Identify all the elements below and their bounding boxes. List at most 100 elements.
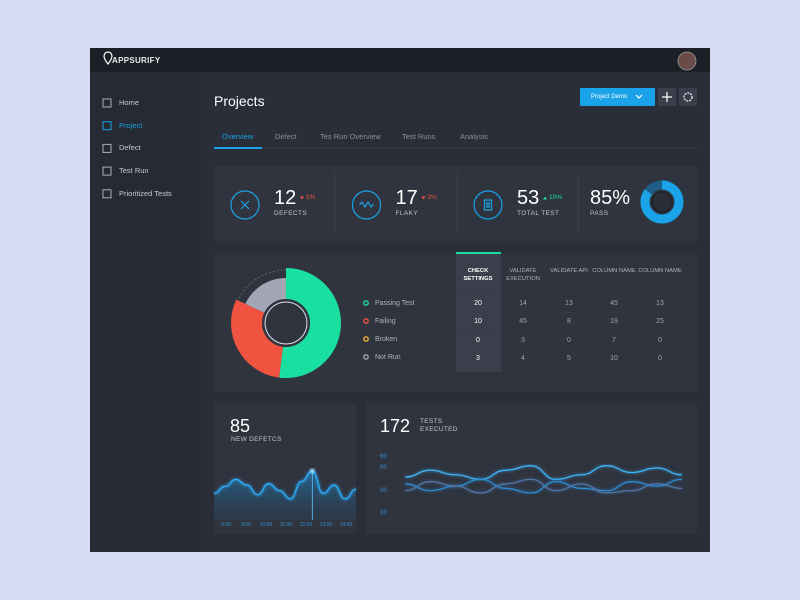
y-tick-label: 50 [380,465,387,471]
top-bar [90,48,710,72]
table-cell: 3 [521,336,525,344]
trend-arrow [543,196,547,200]
legend-dot [363,354,369,360]
tab[interactable]: Analysis [460,132,488,141]
nav-item[interactable]: Prioritized Tests [119,188,172,198]
project-button-label[interactable]: Project Demo [591,93,628,100]
table-cell: 45 [610,299,618,307]
defects-line [213,470,357,500]
table-cell: 0 [567,336,571,344]
table-header: COLUMN NAME [638,268,682,274]
x-tick-label: 12:00 [299,522,313,528]
table-cell: 25 [656,318,664,325]
table-cell: 20 [474,299,482,307]
x-tick-label: 8:00 [221,522,231,528]
tab[interactable]: Overview [222,132,254,141]
peak-dot [309,468,315,474]
donut-slice [279,268,341,378]
highlight-column-top [456,252,501,254]
table-header: VALIDATE API [550,268,588,274]
legend-label: Failing [375,317,396,325]
legend-label: Passing Test [375,299,415,307]
table-cell: 19 [610,318,618,325]
donut-slice [245,278,286,313]
table-cell: 5 [567,355,571,362]
stat-change: 10% [549,193,563,201]
x-tick-label: 11:00 [279,522,293,528]
nav-icon [102,189,112,199]
avatar[interactable] [677,51,697,71]
table-cell: 0 [658,355,662,362]
stat-label: FLAKY [395,210,419,217]
page-title: Projects [214,93,265,109]
table-cell: 0 [476,336,480,344]
new-defects-value: 85 [230,416,251,436]
new-defects-label: NEW DEFETCS [231,436,282,443]
tests-value: 172 [380,416,411,436]
stat-label: TOTAL TEST [517,210,560,217]
gear-icon [683,92,693,102]
table-header: COLUMN NAME [592,268,636,274]
x-tick-label: 9:00 [241,522,251,528]
stat-icon-ring [473,190,503,220]
tab[interactable]: Tes Run Overview [320,132,381,141]
trend-arrow [300,196,304,200]
table-cell: 8 [567,318,571,325]
nav-item[interactable]: Project [119,120,143,130]
stat-icon [359,200,374,209]
table-cell: 3 [476,355,480,362]
legend-dot [363,300,369,306]
y-tick-label: 60 [380,453,387,460]
legend-dot [363,336,369,342]
stat-icon-ring [351,190,382,220]
legend-label: Not Run [375,353,401,361]
nav-icon [102,98,112,108]
series-line [404,478,683,494]
donut-slice [236,299,265,313]
nav-icon [102,166,112,176]
x-tick-label: 10:00 [259,522,273,528]
stat-value: 12 [274,187,297,209]
table-cell: 7 [612,336,616,344]
nav-icon [102,143,112,153]
stat-icon-ring [230,190,260,220]
donut-inner-ring [264,301,308,345]
table-cell: 14 [519,299,527,307]
table-cell: 10 [474,318,482,325]
table-cell: 13 [565,299,573,307]
table-cell: 4 [521,355,525,362]
nav-item[interactable]: Home [119,98,140,107]
settings-button[interactable] [679,88,697,106]
project-button[interactable] [580,88,655,106]
nav-item[interactable]: Defect [119,143,141,153]
plus-icon [662,92,672,102]
tests-label: TESTS EXECUTED [420,418,458,433]
table-cell: 13 [656,299,664,307]
legend-label: Broken [375,335,398,343]
nav-icon [102,121,112,131]
legend-dot [363,318,369,324]
stat-change: 2% [427,193,437,201]
pass-label: PASS [590,210,609,217]
table-header: VALIDATE EXECUTION [506,268,540,282]
stats-card [214,166,697,241]
stat-value: 17 [395,187,418,209]
nav-item[interactable]: Test Run [119,166,149,176]
x-tick-label: 13:00 [319,522,333,528]
stat-icon [483,199,493,211]
table-header: CHECK SETTINGS [463,268,493,282]
pass-value: 85% [590,187,631,209]
tab[interactable]: Test Runs [402,132,436,141]
series-line [404,465,683,480]
table-cell: 0 [658,336,662,344]
table-cell: 10 [610,355,618,362]
tab[interactable]: Defect [275,132,297,141]
y-tick-label: 30 [380,487,387,494]
stat-value: 53 [517,187,540,209]
x-tick-label: 14:00 [339,522,353,528]
table-cell: 45 [519,318,527,325]
stat-label: DEFECTS [274,210,308,217]
stat-change: 5% [306,193,316,201]
